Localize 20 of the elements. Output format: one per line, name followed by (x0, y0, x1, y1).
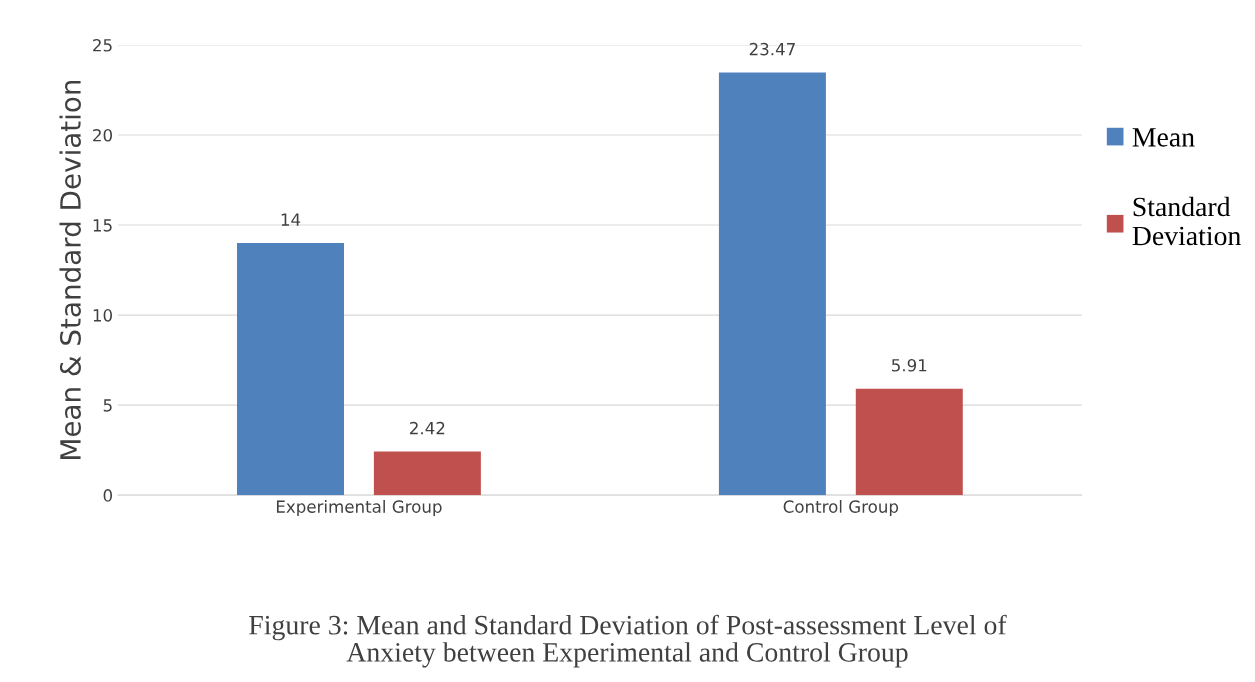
data-label: 2.42 (410, 421, 445, 435)
data-label: 23.47 (749, 42, 795, 56)
bar (718, 72, 826, 496)
bar (373, 451, 481, 496)
data-label: 14 (281, 213, 301, 226)
y-tick-label: 25 (93, 38, 112, 52)
y-tick-label: 20 (93, 129, 112, 142)
y-tick-label: 10 (93, 309, 112, 322)
y-tick-label: 5 (103, 399, 112, 412)
caption: Figure 3: Mean and Standard Deviation of Post-assessment Level of Anxiety between Experimental and Control Group (249, 614, 1007, 668)
x-tick-label: Experimental Group (276, 499, 442, 517)
y-axis-title: Mean & Standard Deviation (59, 80, 81, 459)
y-tick-label: 15 (93, 219, 112, 232)
legend-label: Mean (1132, 128, 1195, 147)
bar (855, 388, 963, 496)
y-tick-label: 0 (103, 489, 112, 502)
legend-label: Standard Deviation (1132, 196, 1241, 246)
data-label: 5.91 (892, 359, 927, 372)
bar (237, 243, 344, 496)
x-tick-label: Control Group (783, 499, 899, 517)
